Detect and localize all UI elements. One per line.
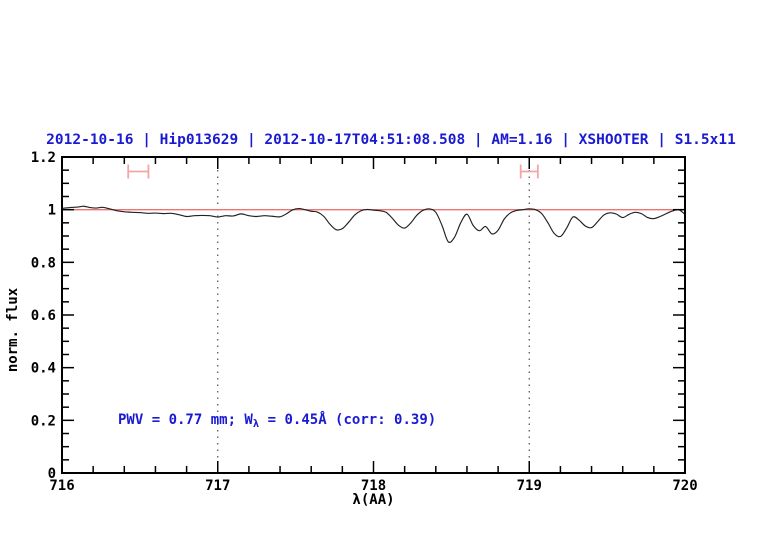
- band-marker: [519, 164, 539, 179]
- x-tick-label: 717: [205, 478, 230, 494]
- y-tick-label: 0: [48, 466, 56, 482]
- spectrum-line: [61, 205, 686, 243]
- pwv-annotation-suffix: = 0.45Å (corr: 0.39): [259, 412, 437, 428]
- x-tick-label: 716: [49, 478, 74, 494]
- x-axis-title: λ(AA): [352, 492, 395, 508]
- x-tick-label: 718: [361, 478, 386, 494]
- x-tick-label: 720: [672, 478, 697, 494]
- y-tick-label: 0.6: [31, 308, 56, 324]
- y-tick-label: 0.8: [31, 255, 56, 271]
- band-marker: [127, 164, 150, 179]
- plot-title: 2012-10-16 | Hip013629 | 2012-10-17T04:5…: [46, 132, 736, 148]
- y-tick-label: 1: [48, 203, 56, 219]
- y-tick-label: 1.2: [31, 150, 56, 166]
- y-tick-label: 0.2: [31, 413, 56, 429]
- x-tick-label: 719: [517, 478, 542, 494]
- pwv-annotation-text: PWV = 0.77 mm; W: [118, 412, 253, 428]
- pwv-annotation: PWV = 0.77 mm; Wλ = 0.45Å (corr: 0.39): [118, 412, 437, 430]
- y-tick-label: 0.4: [31, 361, 56, 377]
- lambda-subscript: λ: [252, 418, 260, 430]
